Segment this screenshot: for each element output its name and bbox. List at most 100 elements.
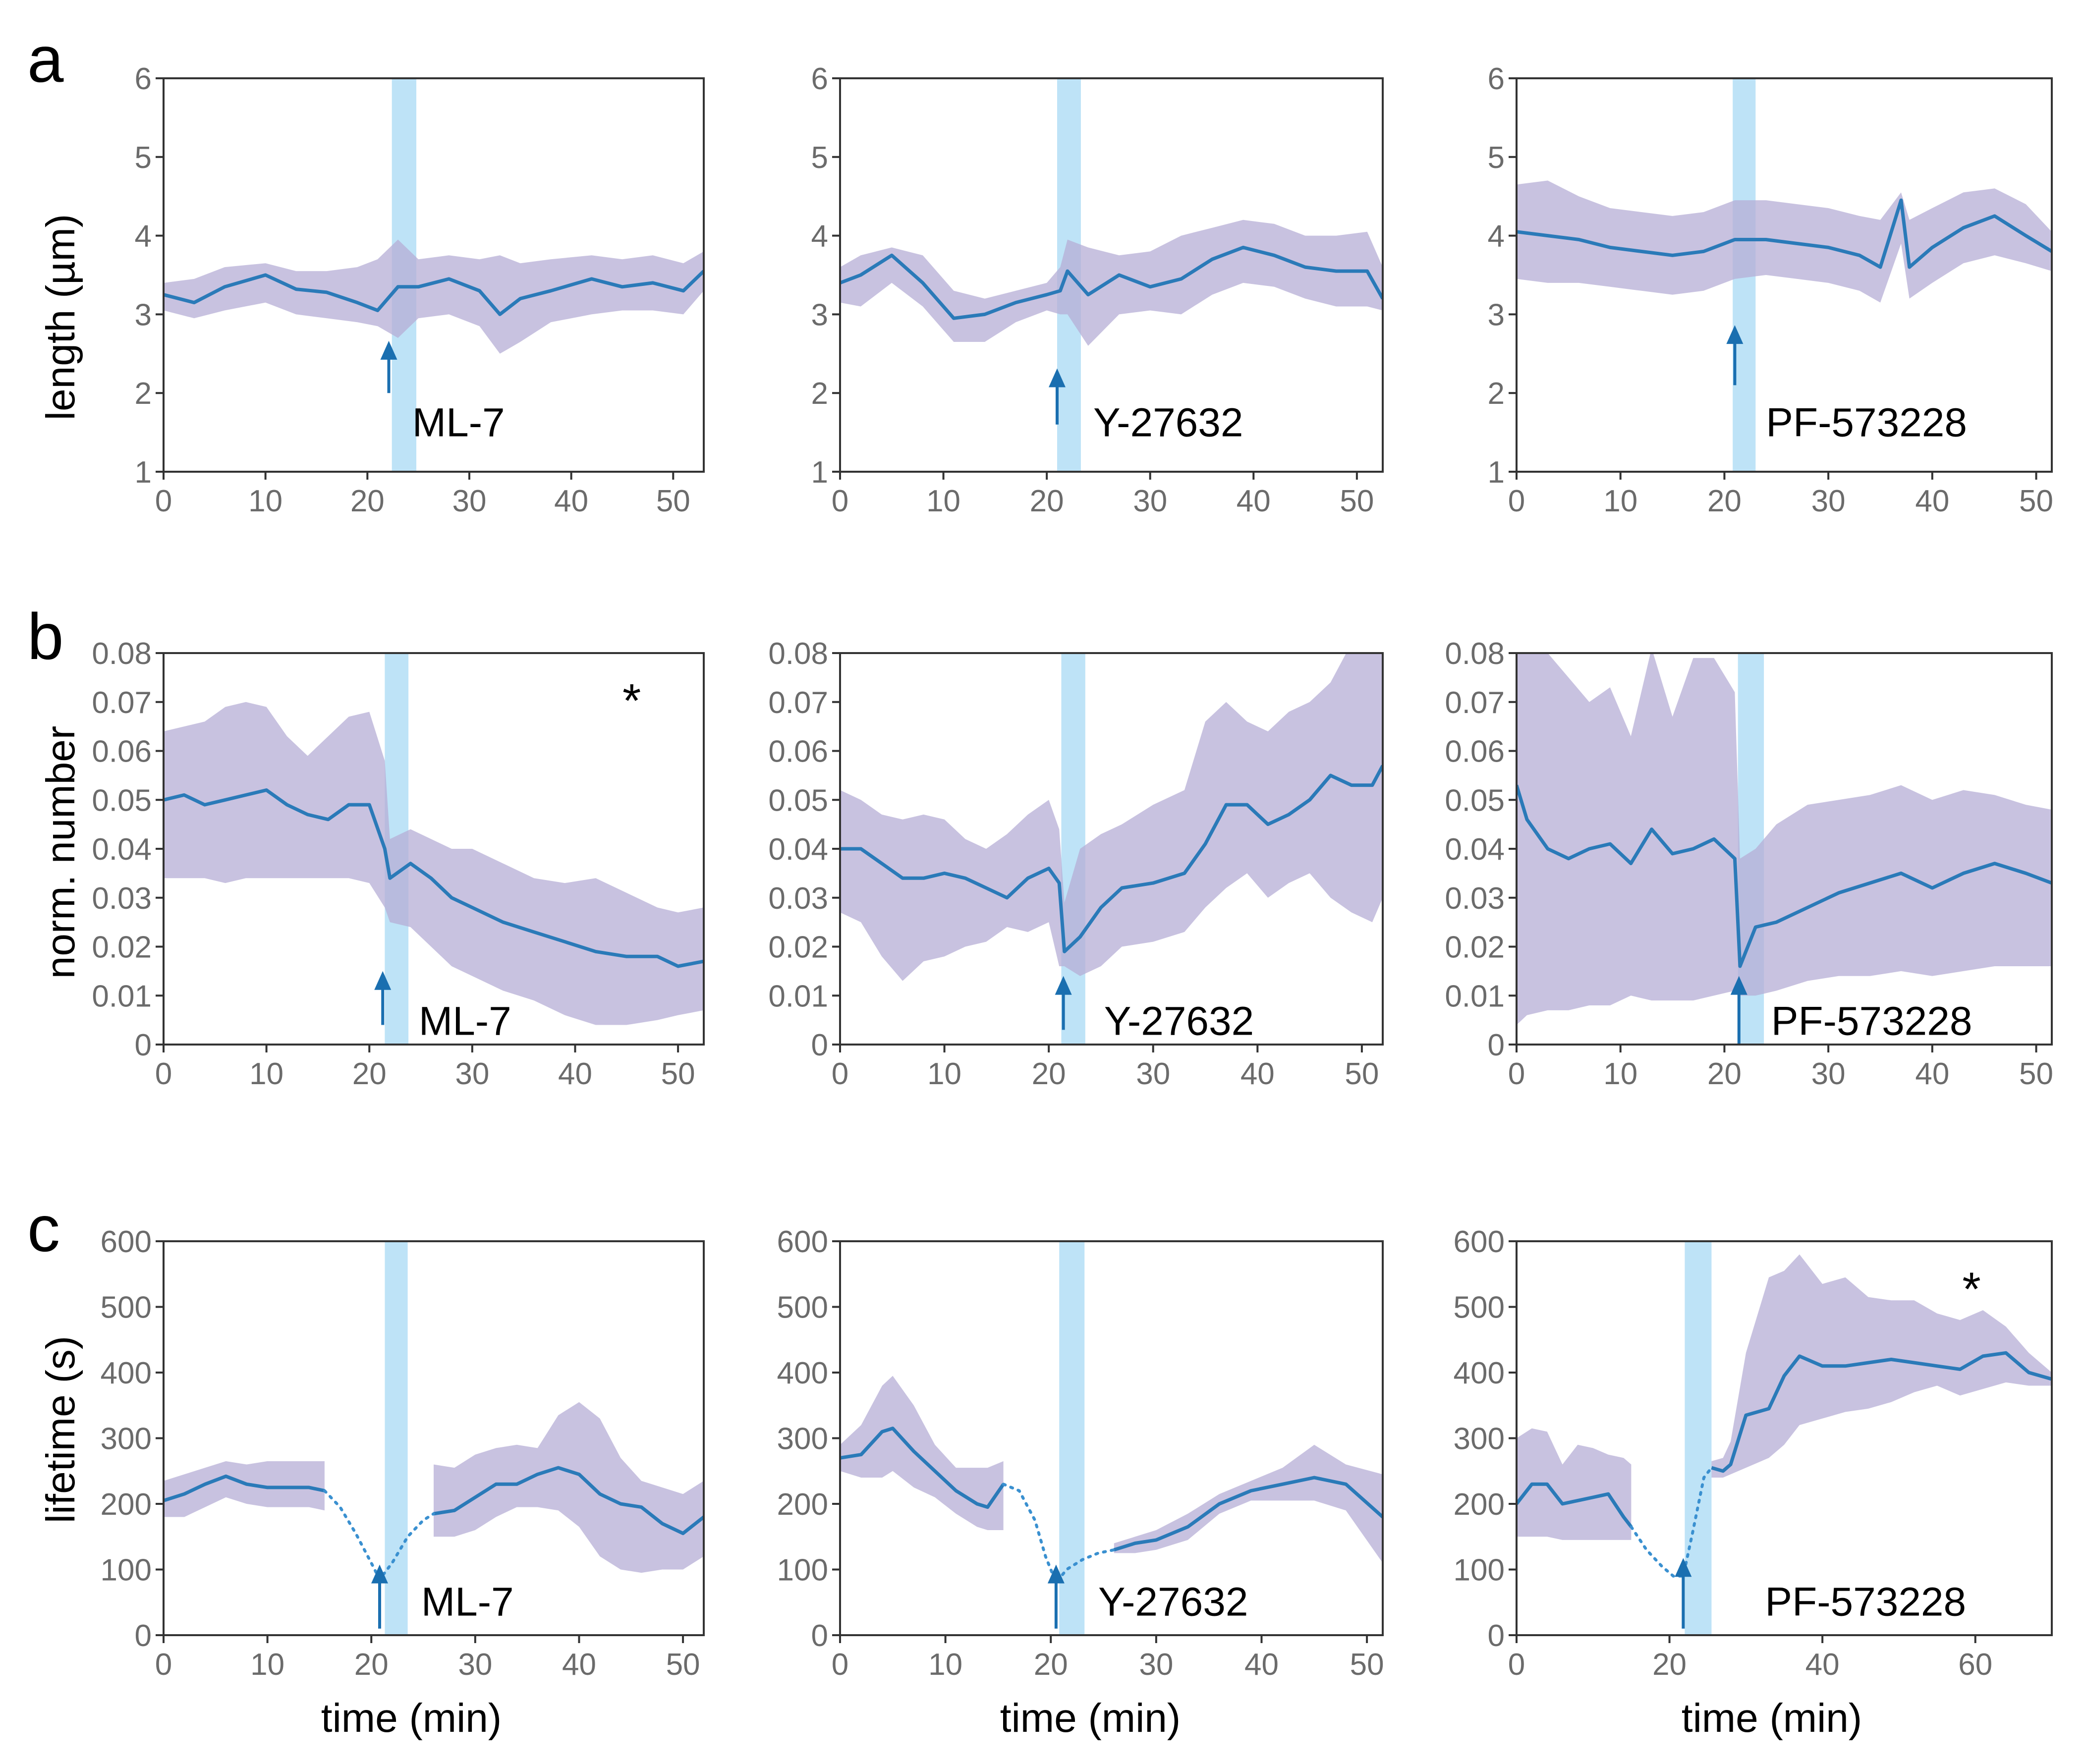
y-tick-label: 400 bbox=[777, 1356, 828, 1390]
y-tick-label: 1 bbox=[135, 455, 152, 490]
x-tick-label: 0 bbox=[1508, 1057, 1525, 1091]
x-tick-label: 30 bbox=[1136, 1057, 1170, 1091]
drug-label: Y-27632 bbox=[1098, 1579, 1248, 1624]
y-tick-label: 6 bbox=[811, 62, 828, 96]
y-tick-label: 3 bbox=[1488, 298, 1505, 332]
y-tick-label: 200 bbox=[1454, 1488, 1505, 1522]
plot-area-b3 bbox=[1517, 653, 2052, 1045]
x-tick-label: 50 bbox=[1345, 1057, 1379, 1091]
error-band-0 bbox=[164, 702, 704, 1025]
x-tick-label: 0 bbox=[155, 484, 172, 518]
y-tick-label: 0.06 bbox=[92, 735, 152, 769]
y-tick-label: 4 bbox=[135, 220, 152, 254]
drug-label: PF-573228 bbox=[1765, 1579, 1966, 1624]
x-tick-label: 0 bbox=[832, 1648, 848, 1682]
y-tick-label: 200 bbox=[101, 1488, 152, 1522]
drug-label: ML-7 bbox=[419, 998, 511, 1044]
mean-line-0 bbox=[1517, 198, 2052, 269]
chart-b1: ML-7 * 0 10 20 30 40 50 0 0.01 0.02 0.03 0.04 0.05 0.0… bbox=[92, 637, 705, 1091]
x-tick-label: 40 bbox=[1244, 1648, 1279, 1682]
arrow-up-icon bbox=[1726, 325, 1744, 344]
x-tick-label: 30 bbox=[458, 1648, 492, 1682]
arrow-up-icon bbox=[1047, 1564, 1065, 1584]
treatment-window bbox=[1059, 1241, 1085, 1635]
x-tick-label: 20 bbox=[1034, 1648, 1068, 1682]
mean-line-0 bbox=[164, 270, 704, 316]
x-tick-label: 40 bbox=[554, 484, 588, 518]
y-tick-label: 0.01 bbox=[1445, 979, 1505, 1013]
error-band-1 bbox=[434, 1402, 704, 1573]
arrow-up-icon bbox=[371, 1564, 388, 1584]
x-tick-label: 50 bbox=[1340, 484, 1374, 518]
y-tick-label: 500 bbox=[1454, 1291, 1505, 1325]
y-tick-label: 0.06 bbox=[768, 735, 828, 769]
drug-label: ML-7 bbox=[412, 400, 505, 445]
x-tick-label: 20 bbox=[1707, 1057, 1742, 1091]
y-tick-label: 0.06 bbox=[1445, 735, 1505, 769]
mean-line-1 bbox=[433, 1466, 704, 1536]
plot-area-b1 bbox=[164, 653, 704, 1045]
x-tick-label: 0 bbox=[832, 484, 848, 518]
x-tick-label: 20 bbox=[1032, 1057, 1066, 1091]
x-tick-label: 10 bbox=[1603, 484, 1637, 518]
chart-a1: ML-7 0 10 20 30 40 50 1 2 3 4 5 6 bbox=[135, 62, 705, 518]
x-tick-label: 10 bbox=[928, 1648, 962, 1682]
drug-label: Y-27632 bbox=[1104, 998, 1254, 1044]
mean-line-0 bbox=[840, 245, 1383, 320]
y-tick-label: 100 bbox=[101, 1553, 152, 1588]
ylabel-norm-number: norm. number bbox=[38, 726, 83, 979]
y-tick-label: 300 bbox=[101, 1422, 152, 1456]
x-tick-label: 20 bbox=[352, 1057, 387, 1091]
y-tick-label: 2 bbox=[811, 377, 828, 411]
row-ylabels: length (µm) norm. number lifetime (s) bbox=[38, 214, 83, 1523]
y-tick-label: 6 bbox=[135, 62, 152, 96]
y-tick-label: 0 bbox=[1488, 1028, 1505, 1062]
x-tick-label: 0 bbox=[832, 1057, 848, 1091]
panel-label-c: c bbox=[27, 1192, 60, 1265]
arrow-up-icon bbox=[1730, 976, 1747, 995]
axes-frame bbox=[163, 77, 705, 473]
y-tick-label: 600 bbox=[101, 1225, 152, 1259]
y-tick-label: 0 bbox=[135, 1619, 152, 1653]
xlabel-col-3: time (min) bbox=[1682, 1696, 1862, 1741]
x-tick-label: 20 bbox=[1652, 1648, 1687, 1682]
plot-area-c3 bbox=[1517, 1241, 2052, 1635]
mean-line-1 bbox=[1711, 1351, 2052, 1473]
x-tick-label: 30 bbox=[1811, 1057, 1846, 1091]
error-band-0 bbox=[164, 1461, 325, 1517]
drug-label: ML-7 bbox=[421, 1579, 514, 1624]
y-tick-label: 0.08 bbox=[92, 637, 152, 671]
y-tick-label: 0.02 bbox=[768, 931, 828, 965]
axes-frame bbox=[1516, 77, 2053, 473]
significance-star: * bbox=[622, 674, 641, 727]
y-tick-label: 0 bbox=[811, 1028, 828, 1062]
y-tick-label: 0.05 bbox=[1445, 783, 1505, 818]
arrow-up-icon bbox=[374, 971, 392, 990]
x-tick-label: 50 bbox=[1350, 1648, 1384, 1682]
y-tick-label: 0.05 bbox=[768, 783, 828, 818]
y-tick-label: 0.07 bbox=[1445, 686, 1505, 720]
y-tick-label: 0.03 bbox=[1445, 882, 1505, 916]
significance-star: * bbox=[1962, 1263, 1980, 1316]
xlabels: time (min) time (min) time (min) bbox=[321, 1696, 1862, 1741]
y-tick-label: 3 bbox=[135, 298, 152, 332]
y-tick-label: 5 bbox=[1488, 141, 1505, 175]
panel-label-b: b bbox=[27, 600, 63, 673]
y-tick-label: 0.08 bbox=[1445, 637, 1505, 671]
drug-label: Y-27632 bbox=[1093, 400, 1243, 445]
y-tick-label: 0.04 bbox=[1445, 832, 1505, 867]
plot-area-a2 bbox=[840, 78, 1383, 472]
ylabel-lifetime: lifetime (s) bbox=[38, 1336, 83, 1523]
y-tick-label: 1 bbox=[811, 455, 828, 490]
x-tick-label: 10 bbox=[248, 484, 282, 518]
x-tick-label: 30 bbox=[452, 484, 486, 518]
plot-area-a1 bbox=[164, 78, 704, 472]
error-band-0 bbox=[1517, 1428, 1632, 1540]
plot-area-c2 bbox=[840, 1241, 1383, 1635]
drug-label: PF-573228 bbox=[1766, 400, 1967, 445]
y-tick-label: 1 bbox=[1488, 455, 1505, 490]
x-tick-label: 40 bbox=[558, 1057, 592, 1091]
mean-line-0 bbox=[164, 1474, 325, 1502]
y-tick-label: 0.01 bbox=[768, 979, 828, 1013]
